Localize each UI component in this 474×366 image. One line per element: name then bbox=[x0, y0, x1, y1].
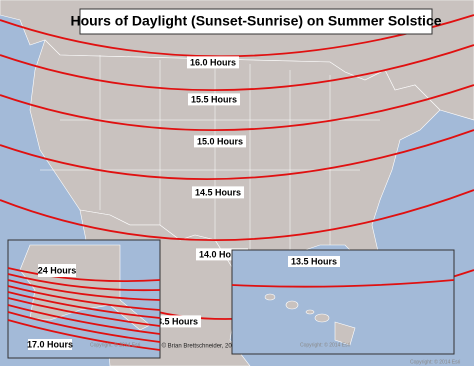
contour-label: 14.5 Hours bbox=[195, 187, 241, 197]
alaska-inset: 24 Hours 17.0 Hours Copyright: © 2014 Es… bbox=[7, 239, 161, 359]
contour-line bbox=[0, 129, 474, 180]
label-box bbox=[187, 93, 241, 106]
inset-label: 24 Hours bbox=[38, 265, 77, 275]
label-box bbox=[191, 186, 245, 199]
contour-line bbox=[0, 189, 474, 242]
title-box bbox=[79, 8, 433, 35]
inset-label: 13.5 Hours bbox=[291, 256, 337, 266]
contour-label: 16.0 Hours bbox=[190, 57, 236, 67]
label-box bbox=[148, 315, 202, 328]
contour-label: 14.0 Hours bbox=[199, 249, 245, 259]
contour-label: 15.5 Hours bbox=[191, 94, 237, 104]
copyright: Copyright: © 2014 Esri bbox=[300, 341, 350, 348]
contour-label: 15.0 Hours bbox=[197, 136, 243, 146]
hawaii-inset: 13.5 Hours Copyright: © 2014 Esri bbox=[231, 249, 455, 355]
credit: © Brian Brettschneider, 2015 bbox=[162, 343, 239, 350]
inset-label: 17.0 Hours bbox=[27, 339, 73, 349]
state-borders bbox=[40, 55, 380, 255]
contour-line bbox=[0, 84, 474, 132]
label-box bbox=[193, 135, 247, 148]
copyright: Copyright: © 2014 Esri bbox=[90, 341, 140, 348]
title: Hours of Daylight (Sunset-Sunrise) on Su… bbox=[70, 13, 441, 29]
contour-line bbox=[0, 44, 474, 92]
label-box bbox=[186, 56, 240, 69]
copyright: Copyright: © 2014 Esri bbox=[410, 358, 460, 365]
contour-label: 13.5 Hours bbox=[152, 316, 198, 326]
